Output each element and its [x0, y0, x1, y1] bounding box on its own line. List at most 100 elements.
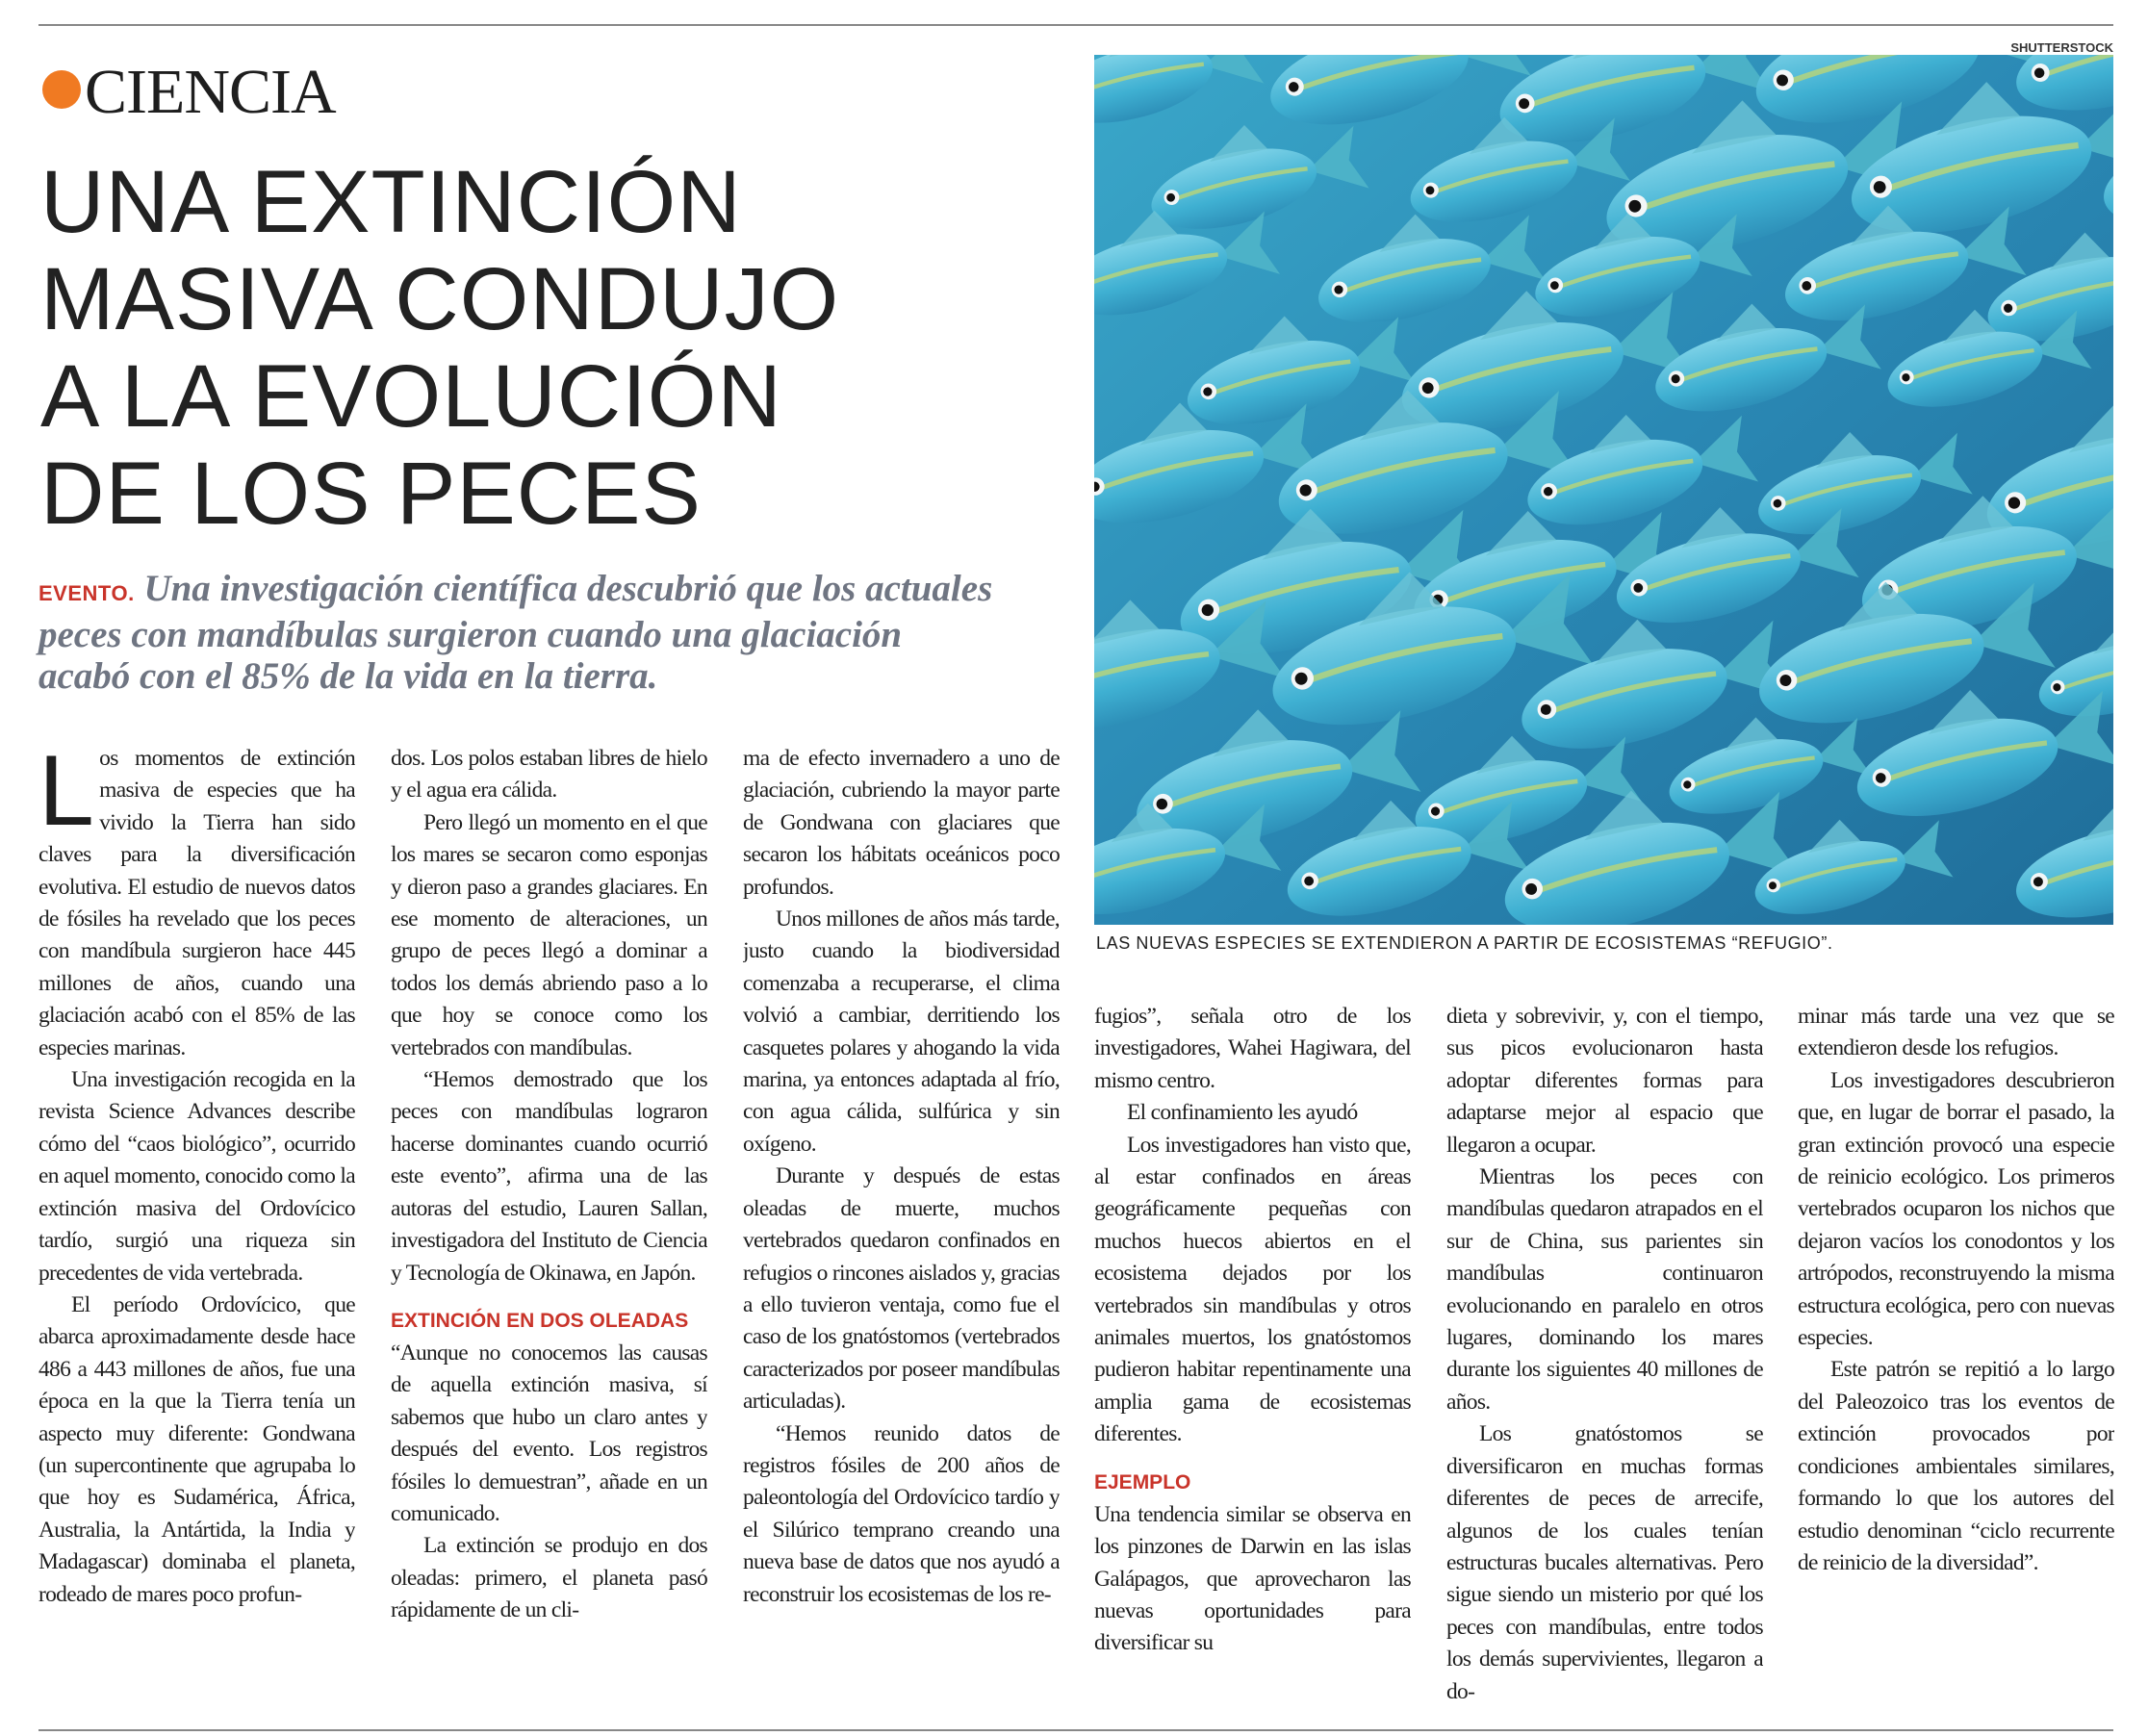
fish-stripe	[1166, 166, 1308, 204]
fish-body	[1151, 148, 1317, 229]
lead: EVENTO. Una investigación científica des…	[38, 568, 1001, 697]
fish-pupil	[1873, 181, 1886, 193]
fish-fin	[1692, 100, 1777, 154]
fish-fin	[1584, 790, 1663, 841]
fish-pupil	[1633, 583, 1644, 593]
fish-pupil	[1628, 199, 1642, 213]
fish	[1287, 800, 1530, 916]
fish-body	[1755, 55, 1981, 123]
fish	[1851, 82, 2113, 233]
fish-fin	[1475, 735, 1537, 775]
text-column: dieta y sobrevivir, y, con el tiempo, su…	[1446, 1001, 1763, 1715]
fish-fin	[1716, 303, 1777, 342]
headline: UNA EXTINCIÓN MASIVA CONDUJO A LA EVOLUCIÓ…	[40, 154, 1061, 543]
fish	[1669, 717, 1873, 814]
fish-pupil	[1334, 285, 1343, 294]
fish-body	[1094, 429, 1265, 523]
fish	[1785, 205, 2027, 321]
fish-tail	[1568, 117, 1631, 182]
fish-pupil	[1671, 374, 1680, 384]
fish-body	[1287, 827, 1471, 916]
fish-fin	[1936, 82, 2021, 136]
paragraph: Unos millones de años más tarde, justo c…	[743, 906, 1060, 1157]
fish-fin	[1850, 205, 1914, 246]
text-column: fugios”, señala otro de los investigador…	[1094, 1001, 1411, 1715]
fish-fin	[1469, 116, 1528, 155]
fish-fin	[1111, 803, 1173, 843]
paragraph: Pero llegó un momento en el que los mare…	[391, 809, 707, 1060]
fish-stripe	[1628, 161, 1835, 216]
fish-tail	[1461, 801, 1530, 871]
fish	[1151, 125, 1369, 229]
fish-stripe	[1425, 159, 1569, 197]
fish-tail	[1218, 211, 1281, 274]
fish-body	[1527, 439, 1703, 525]
headline-line: A LA EVOLUCIÓN	[40, 347, 782, 446]
fish	[1278, 390, 1581, 534]
paragraph: “Aunque no conocemos las causas de aquel…	[391, 1340, 707, 1526]
fish-pupil	[1773, 498, 1782, 508]
lead-text: Una investigación científica descubrió q…	[38, 568, 993, 697]
fish-pupil	[1094, 481, 1100, 492]
fish-pupil	[1299, 484, 1312, 497]
paragraph-text: os momentos de extinción masiva de espec…	[38, 746, 355, 1060]
fish-pupil	[1425, 186, 1435, 195]
fish-stripe	[1802, 251, 1959, 294]
fish	[1527, 414, 1759, 525]
fish	[1094, 210, 1281, 316]
paragraph: dieta y sobrevivir, y, con el tiempo, su…	[1446, 1004, 1763, 1158]
fish-body	[1187, 340, 1361, 425]
fish-pupil	[2007, 497, 2021, 509]
fish-body	[1856, 718, 2058, 816]
fish-fin	[1359, 390, 1441, 441]
fish-pupil	[1203, 387, 1213, 396]
fish-stripe	[1294, 632, 1503, 688]
paragraph: ma de efecto invernadero a uno de glacia…	[743, 746, 1060, 900]
fish	[1986, 401, 2113, 548]
fish-tail	[1209, 600, 1286, 678]
fish-tail	[1972, 582, 2056, 668]
fish-body	[1754, 841, 1905, 914]
paragraph: “Hemos reunido datos de registros fósile…	[743, 1420, 1060, 1607]
fish-tail	[1215, 804, 1282, 871]
fish-body	[1410, 140, 1577, 222]
fish-tail	[1457, 55, 1532, 76]
fish-stripe	[1544, 458, 1694, 498]
fish-tail	[1897, 820, 1954, 878]
fish-pupil	[1768, 881, 1777, 890]
fish-stripe	[1094, 62, 1205, 99]
fish-tail	[1611, 292, 1695, 376]
fish-fin	[1937, 496, 2013, 544]
fish-pupil	[1166, 192, 1176, 202]
fish-pupil	[1875, 773, 1886, 783]
fish-pupil	[1201, 603, 1214, 617]
paragraph: Los investigadores han visto que, al est…	[1094, 1132, 1411, 1447]
fish-pupil	[2004, 303, 2013, 313]
fish-stripe	[1881, 549, 2066, 599]
fish	[1499, 55, 1772, 143]
fish-stripe	[1550, 254, 1692, 293]
fish-tail	[1817, 304, 1881, 370]
fish-body	[1758, 455, 1922, 535]
paragraph: El período Ordovícico, que abarca aproxi…	[38, 1291, 355, 1607]
fish	[1504, 790, 1802, 925]
photo-credit: SHUTTERSTOCK	[2010, 40, 2113, 55]
fish-body	[1669, 739, 1824, 814]
paragraph: Una investigación recogida en la revista…	[38, 1067, 355, 1286]
fish-pupil	[1519, 98, 1530, 110]
paragraph: El confinamiento les ayudó	[1127, 1100, 1358, 1126]
fish-stripe	[1422, 346, 1612, 396]
fish-body	[1535, 236, 1700, 318]
text-column: dos. Los polos estaban libres de hielo y…	[391, 743, 707, 1715]
fish	[1616, 507, 1859, 624]
fish-stripe	[1203, 359, 1351, 398]
fish	[2016, 55, 2113, 111]
subhead: EJEMPLO	[1094, 1470, 1191, 1493]
fish-body	[1094, 234, 1228, 316]
fish-tail	[1958, 206, 2027, 276]
fish-tail	[1341, 710, 1421, 792]
fish-pupil	[1294, 672, 1308, 685]
fish-fin	[2083, 799, 2113, 841]
paragraph: Los investigadores descubrieron que, en …	[1798, 1067, 2114, 1351]
